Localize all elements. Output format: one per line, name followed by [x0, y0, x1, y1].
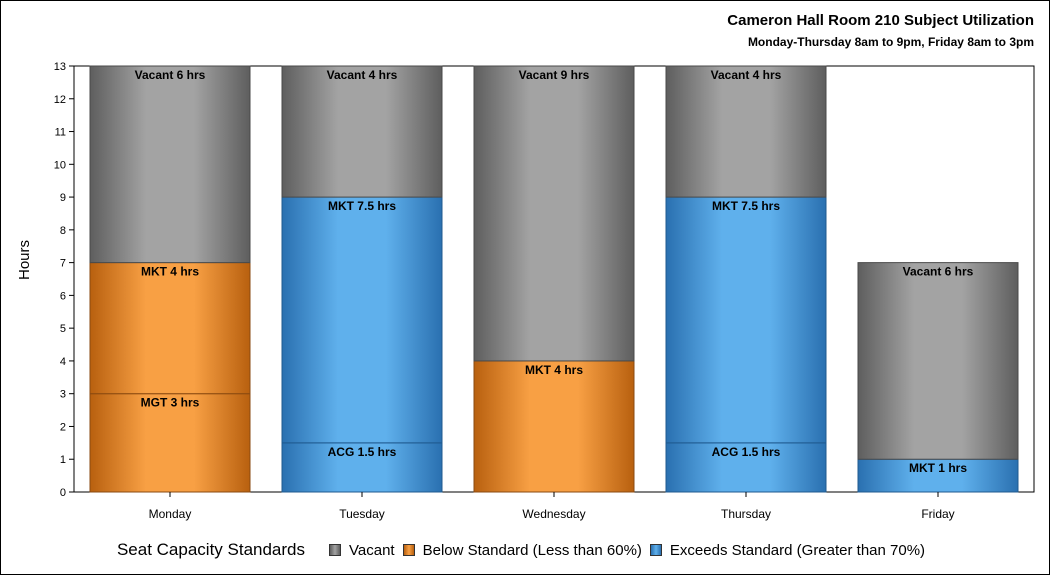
- bar-segment-monday-2: [89, 65, 251, 264]
- legend-swatch-exceeds-standard: [649, 544, 662, 556]
- bar-label-friday-1: Vacant 6 hrs: [903, 265, 974, 279]
- bar-stack-tuesday: ACG 1.5 hrs MKT 7.5 hrs Vacant 4 hrs: [281, 65, 443, 493]
- y-tick-label: 8: [60, 225, 66, 237]
- bar-segment-tuesday-1: [281, 196, 443, 444]
- bar-label-tuesday-2: Vacant 4 hrs: [327, 68, 398, 82]
- bar-segment-wednesday-0: [473, 360, 635, 493]
- legend-title: Seat Capacity Standards: [116, 540, 306, 559]
- y-tick-label: 6: [60, 290, 66, 302]
- y-tick-label: 9: [60, 192, 66, 204]
- y-tick-label: 2: [60, 421, 66, 433]
- y-tick-label: 11: [55, 127, 66, 139]
- bar-stack-wednesday: MKT 4 hrs Vacant 9 hrs: [473, 65, 635, 493]
- bar-label-monday-2: Vacant 6 hrs: [135, 68, 206, 82]
- bar-label-tuesday-1: MKT 7.5 hrs: [328, 199, 396, 213]
- bar-segment-thursday-2: [665, 65, 827, 198]
- y-axis-label: Hours: [16, 239, 33, 280]
- legend-item-below-standard: Below Standard (Less than 60%): [402, 541, 642, 559]
- legend-swatch-below-standard: [402, 544, 415, 556]
- legend-item-vacant: Vacant: [329, 542, 395, 559]
- bar-label-tuesday-0: ACG 1.5 hrs: [328, 445, 397, 459]
- bar-label-thursday-0: ACG 1.5 hrs: [712, 445, 781, 459]
- y-tick-label: 3: [60, 389, 66, 401]
- bar-label-thursday-2: Vacant 4 hrs: [711, 68, 782, 82]
- bar-stack-thursday: ACG 1.5 hrs MKT 7.5 hrs Vacant 4 hrs: [665, 65, 827, 493]
- x-tick-label-thursday: Thursday: [721, 507, 771, 521]
- bar-segment-wednesday-1: [473, 65, 635, 362]
- chart-title: Cameron Hall Room 210 Subject Utilizatio…: [727, 12, 1034, 29]
- bar-label-monday-0: MGT 3 hrs: [141, 396, 200, 410]
- legend: Seat Capacity Standards Vacant Below Sta…: [0, 538, 1050, 562]
- legend-label-vacant: Vacant: [349, 541, 395, 559]
- bar-segment-monday-1: [89, 262, 251, 395]
- bar-segment-thursday-0: [665, 442, 827, 493]
- y-tick-label: 5: [60, 323, 66, 335]
- bar-label-wednesday-0: MKT 4 hrs: [525, 363, 583, 377]
- x-tick-label-tuesday: Tuesday: [339, 507, 385, 521]
- y-tick-label: 4: [60, 356, 66, 368]
- y-tick-label: 10: [54, 159, 66, 171]
- bar-stack-monday: MGT 3 hrs MKT 4 hrs Vacant 6 hrs: [89, 65, 251, 493]
- chart-subtitle: Monday-Thursday 8am to 9pm, Friday 8am t…: [747, 35, 1034, 49]
- bar-segment-friday-1: [857, 262, 1019, 460]
- bar-label-friday-0: MKT 1 hrs: [909, 461, 967, 475]
- bar-segment-thursday-1: [665, 196, 827, 444]
- legend-label-exceeds-standard: Exceeds Standard (Greater than 70%): [669, 541, 926, 559]
- y-tick-label: 12: [54, 94, 66, 106]
- legend-swatch-vacant: [329, 544, 342, 556]
- x-tick-label-wednesday: Wednesday: [522, 507, 585, 521]
- x-tick-label-monday: Monday: [149, 507, 192, 521]
- y-tick-label: 13: [54, 61, 66, 73]
- bar-segment-tuesday-0: [281, 442, 443, 493]
- x-tick-label-friday: Friday: [921, 507, 954, 521]
- legend-label-below-standard: Below Standard (Less than 60%): [422, 541, 642, 559]
- x-axis: Monday Tuesday Wednesday Thursday Friday: [149, 492, 955, 521]
- bars-group: MGT 3 hrs MKT 4 hrs Vacant 6 hrs ACG 1.5 hr…: [89, 65, 1019, 493]
- bar-segment-tuesday-2: [281, 65, 443, 198]
- y-tick-label: 0: [60, 487, 66, 499]
- bar-label-monday-1: MKT 4 hrs: [141, 265, 199, 279]
- y-tick-label: 7: [60, 258, 66, 270]
- legend-item-exceeds-standard: Exceeds Standard (Greater than 70%): [649, 541, 926, 559]
- bar-stack-friday: MKT 1 hrs Vacant 6 hrs: [857, 262, 1019, 493]
- y-tick-label: 1: [60, 454, 66, 466]
- bar-segment-monday-0: [89, 393, 251, 493]
- bar-label-thursday-1: MKT 7.5 hrs: [712, 199, 780, 213]
- bar-label-wednesday-1: Vacant 9 hrs: [519, 68, 590, 82]
